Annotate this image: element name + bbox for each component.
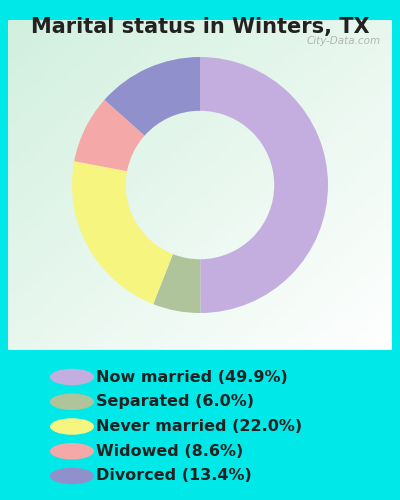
Wedge shape (153, 254, 200, 313)
Text: Now married (49.9%): Now married (49.9%) (96, 370, 288, 384)
Circle shape (50, 468, 94, 484)
Text: Marital status in Winters, TX: Marital status in Winters, TX (31, 18, 369, 38)
Wedge shape (74, 100, 144, 171)
Wedge shape (104, 57, 200, 136)
Text: Divorced (13.4%): Divorced (13.4%) (96, 468, 252, 483)
Text: Never married (22.0%): Never married (22.0%) (96, 419, 302, 434)
Circle shape (50, 443, 94, 460)
Text: City-Data.com: City-Data.com (306, 36, 380, 46)
Wedge shape (200, 57, 328, 313)
Circle shape (50, 394, 94, 410)
Circle shape (50, 369, 94, 385)
Circle shape (50, 418, 94, 435)
Text: Separated (6.0%): Separated (6.0%) (96, 394, 254, 409)
Text: Widowed (8.6%): Widowed (8.6%) (96, 444, 243, 459)
Wedge shape (72, 161, 173, 304)
